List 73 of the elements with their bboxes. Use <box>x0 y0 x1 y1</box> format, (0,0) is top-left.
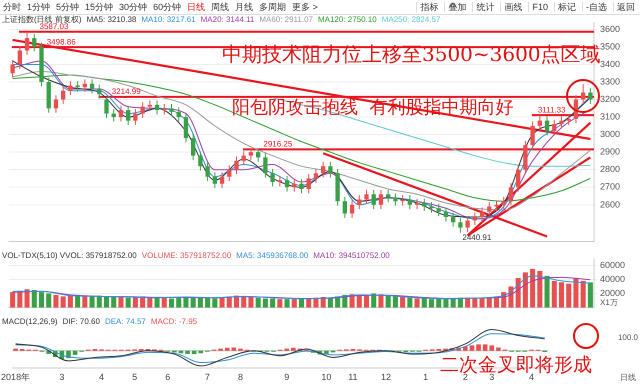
y-tick-label: 2800 <box>600 164 620 174</box>
text: 统计 <box>472 2 494 12</box>
x-tick-label: 10 <box>321 372 332 382</box>
ref-line-label: 3498.86 <box>46 37 76 46</box>
x-tick-label: 3 <box>59 372 64 382</box>
x-tick-label: 2018年 <box>1 372 30 382</box>
text: 更多 > <box>292 2 318 12</box>
text: MA60: 2911.07 <box>259 15 313 24</box>
x-tick-label: 11 <box>348 372 358 382</box>
text: MA120: 2750.10 <box>318 15 377 24</box>
annotation: 中期技术阻力位上移至3500~3600点区域 <box>222 42 601 66</box>
x-tick-label: 9 <box>284 372 290 382</box>
text: MA5: 3210.38 <box>86 15 136 24</box>
chart-title: 上证指数(日线 前复权) <box>2 15 82 24</box>
chart-title: VOL-TDX(5,10) VVOL: 357918752.00 <box>2 251 137 260</box>
chart-title: MACD(12,26,9) <box>2 317 58 326</box>
x-tick-label: 4 <box>528 372 534 382</box>
text: 多周期 <box>259 2 286 12</box>
y-tick-label: 2900 <box>600 146 620 157</box>
x-tick-label: 5 <box>132 372 138 382</box>
text: 标记 <box>554 2 576 12</box>
x-tick-label: 12 <box>380 372 391 382</box>
x-tick-label: 6 <box>165 372 170 382</box>
text: 日线 <box>187 2 206 12</box>
ref-line-label: 3587.03 <box>40 22 69 31</box>
y-tick-label: 2600 <box>600 199 620 210</box>
text: VOLUME: 357918752.00 <box>142 251 232 260</box>
x-tick-label: 8 <box>238 372 243 382</box>
text: MA250: 2824.57 <box>382 15 440 24</box>
text: F10 <box>528 2 548 12</box>
text: MA10: 394510752.00 <box>313 251 390 260</box>
y-tick-label: 40000 <box>600 274 626 284</box>
text: 100.0 <box>618 333 638 342</box>
x-tick-label: 7 <box>204 372 210 382</box>
text: 返回 <box>613 2 635 12</box>
ref-line-label: 3111.33 <box>538 105 566 114</box>
ref-line-label: 2916.25 <box>263 140 293 149</box>
text: MACD: -7.95 <box>150 317 198 326</box>
y-tick-label: 20000 <box>600 288 626 298</box>
text: DIF: 70.60 <box>62 317 100 326</box>
y-tick-label: 3000 <box>600 129 620 140</box>
text: MA10: 3217.61 <box>141 15 196 24</box>
text: DEA: 74.57 <box>104 317 146 326</box>
annotation: 2440.91 <box>462 232 492 242</box>
text: 画线 <box>500 2 522 12</box>
text: 60分钟 <box>153 2 182 12</box>
text: MA5: 345936768.00 <box>236 251 308 260</box>
y-tick-label: 60000 <box>600 260 626 270</box>
ref-line-label: 3214.99 <box>112 87 142 96</box>
text: 30分钟 <box>119 2 148 12</box>
text: 叠加 <box>444 2 466 12</box>
text: 日线 <box>620 372 636 383</box>
text: 5分钟 <box>56 2 80 12</box>
text: 周线 <box>211 2 230 12</box>
x-tick-label: 1 <box>423 372 428 382</box>
y-tick-label: 2700 <box>600 182 620 192</box>
text: 指标 <box>416 2 438 12</box>
text: 分时 <box>3 2 21 12</box>
y-tick-label: 3300 <box>600 76 620 87</box>
y-axis-title: X1万 <box>600 298 618 307</box>
y-tick-label: 3200 <box>600 94 620 104</box>
y-tick-label: 3500 <box>600 41 620 52</box>
x-tick-label: 2 <box>462 372 468 382</box>
y-tick-label: 3600 <box>600 24 620 34</box>
x-tick-label: 4 <box>99 372 104 382</box>
y-tick-label: 3400 <box>600 58 620 69</box>
text: MA20: 3144.11 <box>200 15 254 24</box>
text: -自选 <box>582 2 607 12</box>
x-tick-label: 3 <box>489 372 494 382</box>
y-tick-label: 3100 <box>600 112 620 122</box>
text: 15分钟 <box>85 2 114 12</box>
text: 月线 <box>235 2 254 12</box>
text: 1分钟 <box>27 2 50 12</box>
